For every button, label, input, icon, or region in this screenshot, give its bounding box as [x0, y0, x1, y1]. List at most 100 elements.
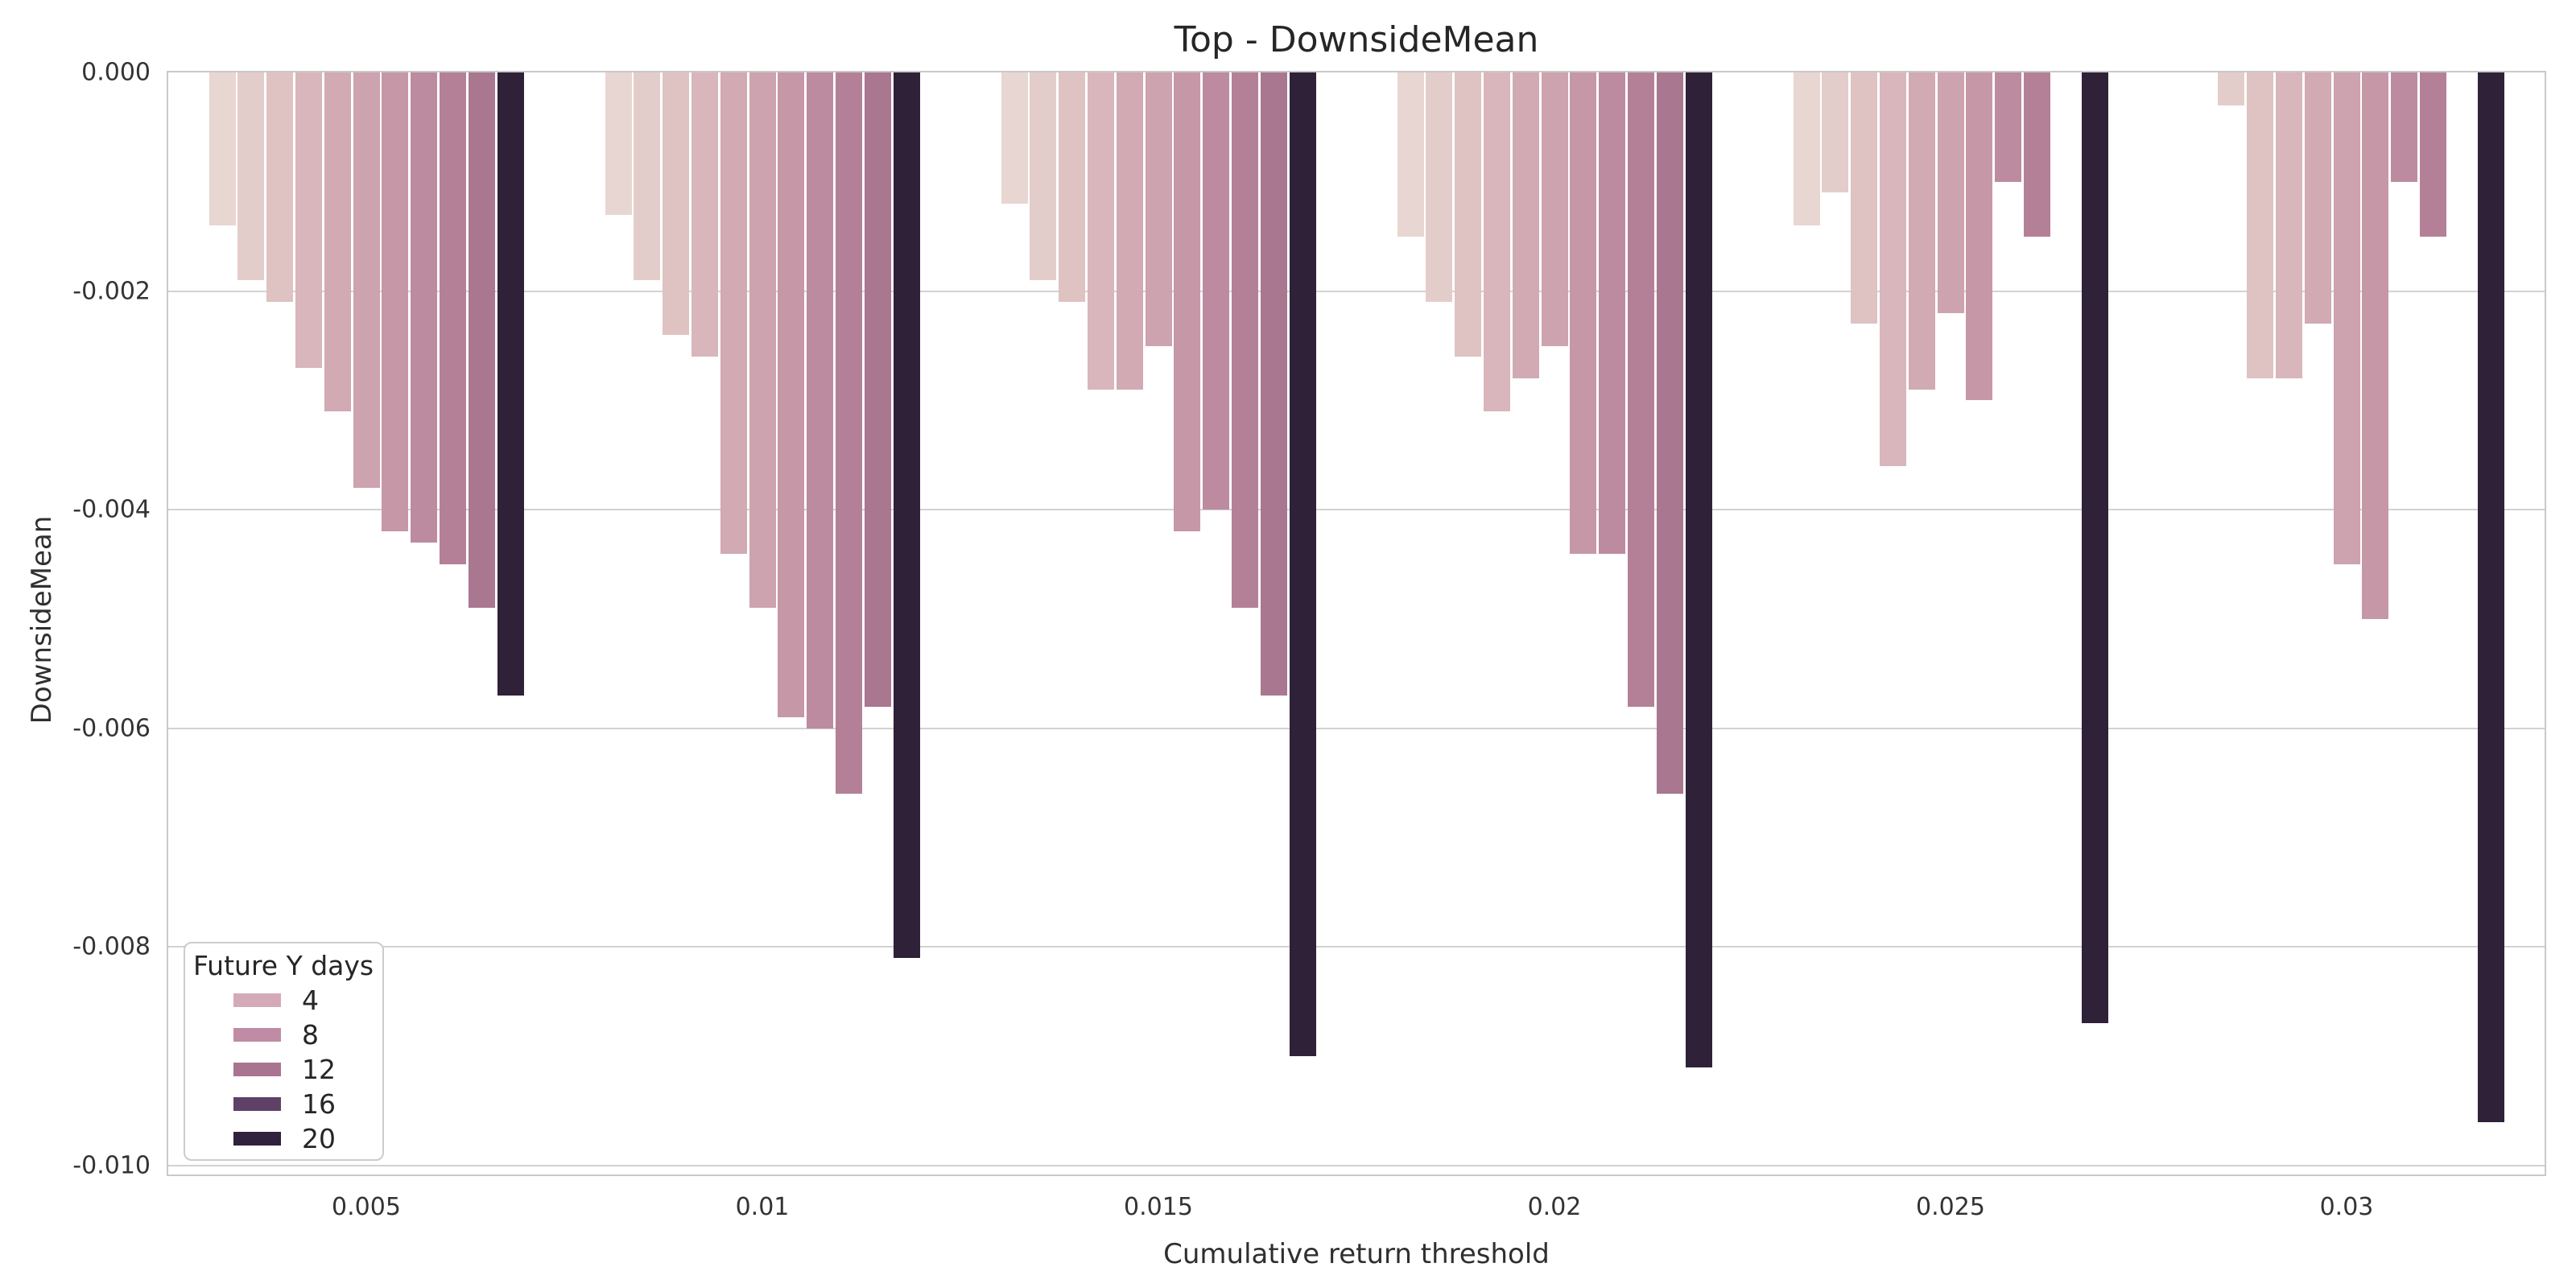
- bar-s5-group3: [1116, 72, 1143, 390]
- bar-s4-group4: [1483, 72, 1510, 411]
- x-tick-label: 0.015: [1124, 1193, 1193, 1221]
- bar-s2-group4: [1426, 72, 1453, 302]
- bar-s8-group1: [411, 72, 438, 543]
- bar-s8-group6: [2391, 72, 2418, 182]
- bar-s10-group1: [468, 72, 495, 608]
- plot-area: [167, 71, 2546, 1176]
- bar-s8-group5: [1995, 72, 2022, 182]
- bar-s5-group6: [2304, 72, 2331, 324]
- x-tick-label: 0.01: [735, 1193, 790, 1221]
- y-gridline: [168, 509, 2545, 511]
- bar-s11-group6: [2477, 72, 2504, 1122]
- legend-entries: 4 8 12 16 20: [193, 983, 382, 1156]
- bar-s4-group2: [691, 72, 718, 357]
- bar-s2-group6: [2218, 72, 2245, 105]
- y-tick-label: -0.006: [72, 714, 151, 743]
- bar-s8-group3: [1203, 72, 1230, 510]
- legend-item-12: 12: [193, 1052, 382, 1087]
- y-axis-label: DownsideMean: [26, 515, 58, 724]
- y-gridline: [168, 946, 2545, 948]
- y-tick-label: -0.010: [72, 1151, 151, 1180]
- bar-s1-group2: [605, 72, 632, 215]
- bar-s6-group6: [2333, 72, 2360, 564]
- bar-s11-group4: [1685, 72, 1712, 1067]
- bar-s3-group5: [1851, 72, 1878, 324]
- bar-s9-group4: [1627, 72, 1654, 707]
- bar-s10-group2: [864, 72, 891, 707]
- bar-s4-group5: [1879, 72, 1906, 466]
- bar-s10-group3: [1260, 72, 1287, 696]
- legend-item-16: 16: [193, 1087, 382, 1121]
- legend-label-8: 8: [302, 1019, 319, 1051]
- bar-s2-group2: [634, 72, 661, 280]
- bar-s1-group1: [208, 72, 236, 225]
- bar-s3-group2: [663, 72, 690, 335]
- bar-s1-group4: [1397, 72, 1424, 237]
- legend-swatch-20: [233, 1132, 281, 1146]
- y-tick-label: -0.002: [72, 277, 151, 306]
- bar-s7-group4: [1570, 72, 1597, 554]
- legend-item-4: 4: [193, 983, 382, 1018]
- legend-label-20: 20: [302, 1123, 336, 1154]
- bar-s3-group6: [2247, 72, 2274, 378]
- bar-s4-group6: [2275, 72, 2302, 378]
- y-tick-label: -0.004: [72, 495, 151, 524]
- bar-s5-group1: [324, 72, 351, 411]
- x-tick-label: 0.03: [2319, 1193, 2374, 1221]
- bar-s6-group4: [1541, 72, 1568, 346]
- y-gridline: [168, 1165, 2545, 1166]
- bar-s9-group1: [439, 72, 466, 564]
- bar-s6-group5: [1937, 72, 1964, 313]
- y-tick-label: 0.000: [81, 58, 151, 87]
- bar-s2-group3: [1030, 72, 1057, 280]
- bar-s6-group2: [749, 72, 776, 608]
- bar-s1-group5: [1793, 72, 1820, 225]
- bar-s11-group1: [497, 72, 524, 696]
- bar-s10-group4: [1656, 72, 1683, 794]
- y-gridline: [168, 290, 2545, 292]
- bar-s9-group3: [1231, 72, 1258, 608]
- bar-s11-group5: [2081, 72, 2108, 1023]
- bar-s6-group1: [353, 72, 380, 488]
- bar-s1-group3: [1001, 72, 1028, 204]
- bar-s5-group4: [1512, 72, 1539, 378]
- bar-s5-group5: [1908, 72, 1935, 390]
- bar-s4-group3: [1087, 72, 1114, 390]
- legend: Future Y days 4 8 12 16 20: [184, 942, 384, 1161]
- legend-item-8: 8: [193, 1018, 382, 1052]
- bar-s2-group1: [237, 72, 265, 280]
- bar-s7-group2: [778, 72, 805, 717]
- bar-s7-group3: [1174, 72, 1201, 531]
- bar-s9-group5: [2023, 72, 2050, 237]
- chart-title: Top - DownsideMean: [1174, 19, 1539, 60]
- legend-title: Future Y days: [193, 950, 374, 981]
- x-tick-label: 0.005: [332, 1193, 401, 1221]
- bar-s11-group3: [1289, 72, 1316, 1056]
- legend-swatch-16: [233, 1097, 281, 1111]
- y-gridline: [168, 727, 2545, 729]
- bar-s4-group1: [295, 72, 322, 368]
- bar-s8-group2: [807, 72, 834, 729]
- x-tick-label: 0.025: [1916, 1193, 1985, 1221]
- x-axis-label: Cumulative return threshold: [1163, 1238, 1550, 1270]
- bar-s7-group6: [2362, 72, 2389, 619]
- legend-label-16: 16: [302, 1088, 336, 1120]
- bar-s3-group1: [266, 72, 294, 302]
- bar-s11-group2: [893, 72, 920, 958]
- bar-s3-group4: [1455, 72, 1482, 357]
- x-tick-label: 0.02: [1527, 1193, 1582, 1221]
- bar-s5-group2: [720, 72, 747, 554]
- legend-item-20: 20: [193, 1121, 382, 1156]
- bar-s8-group4: [1599, 72, 1626, 554]
- bar-s6-group3: [1145, 72, 1172, 346]
- y-tick-label: -0.008: [72, 932, 151, 961]
- bar-s9-group2: [835, 72, 862, 794]
- bar-s7-group5: [1966, 72, 1993, 400]
- bar-s2-group5: [1822, 72, 1849, 192]
- legend-swatch-4: [233, 993, 281, 1007]
- bar-s9-group6: [2419, 72, 2446, 237]
- bar-s7-group1: [382, 72, 409, 531]
- bar-s3-group3: [1059, 72, 1086, 302]
- legend-swatch-8: [233, 1028, 281, 1042]
- legend-label-4: 4: [302, 985, 319, 1016]
